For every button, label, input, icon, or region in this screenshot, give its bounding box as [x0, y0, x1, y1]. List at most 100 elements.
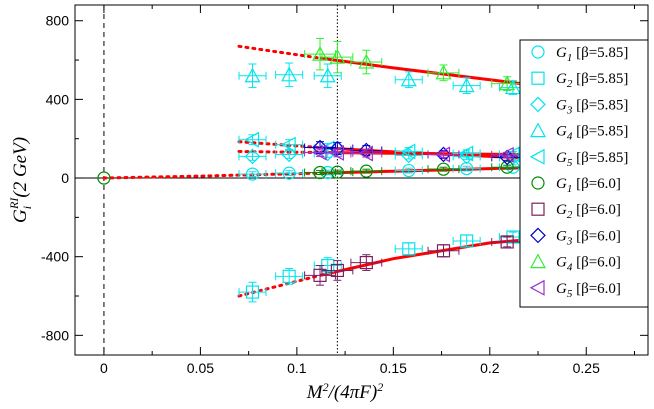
data-points [97, 37, 576, 303]
x-tick-label: 0.1 [287, 360, 307, 376]
data-point [329, 48, 346, 64]
legend-beta: [β=6.0] [572, 228, 621, 244]
data-point [245, 285, 260, 299]
data-point [244, 148, 261, 165]
plot-area [74, 4, 649, 356]
series-g4-5-85- [238, 62, 527, 95]
x-tick-label: 0.05 [187, 360, 214, 376]
legend-label: G5 [β=6.0] [556, 281, 621, 300]
legend-beta: [β=5.85] [572, 97, 628, 113]
data-point [319, 67, 336, 83]
data-point [458, 77, 475, 93]
data-point [330, 263, 344, 278]
legend-beta: [β=5.85] [572, 150, 628, 166]
legend-marker [529, 279, 545, 296]
data-point [281, 66, 298, 82]
x-axis-title: M2/(4πF)2 [306, 380, 383, 403]
data-point [499, 75, 516, 91]
data-point [244, 131, 260, 148]
legend-marker [529, 253, 547, 269]
y-axis-title: GiRI(2 GeV) [7, 137, 34, 223]
x-tick-label: 0 [100, 360, 108, 376]
legend-label: G3 [β=5.85] [556, 97, 628, 116]
data-point [359, 255, 373, 270]
legend-g: G [556, 281, 567, 297]
legend: G1 [β=5.85]G2 [β=5.85]G3 [β=5.85]G4 [β=5… [519, 39, 649, 308]
legend-beta: [β=5.85] [572, 124, 628, 140]
legend-beta: [β=6.0] [572, 281, 621, 297]
fit-line-extrapolation [237, 273, 322, 298]
data-point [313, 268, 327, 282]
legend-beta: [β=5.85] [572, 71, 628, 87]
legend-g: G [556, 124, 567, 140]
legend-marker [529, 148, 545, 165]
x-title-part: M [306, 382, 324, 403]
data-point [460, 234, 474, 248]
legend-sub: 2 [567, 209, 573, 221]
x-tick-label: 0.2 [480, 360, 500, 376]
legend-marker [530, 96, 546, 113]
legend-marker [531, 45, 545, 59]
y-tick-label: -800 [41, 327, 69, 343]
data-point [280, 136, 296, 153]
data-point [400, 71, 417, 87]
x-title-sup: 2 [323, 380, 329, 394]
legend-label: G4 [β=6.0] [556, 255, 621, 274]
legend-sub: 4 [567, 131, 573, 143]
data-point [400, 143, 416, 160]
y-tick-label: 0 [61, 170, 69, 186]
legend-g: G [556, 228, 567, 244]
x-axis: 0 0.05 0.1 0.15 0.2 0.25 [100, 5, 635, 376]
x-tick-label: 0.15 [380, 360, 407, 376]
legend-g: G [556, 255, 567, 271]
data-point [329, 144, 344, 161]
data-point [402, 242, 416, 256]
y-tick-label: 400 [46, 91, 70, 107]
data-point [244, 67, 261, 83]
legend-marker [529, 122, 547, 138]
legend-sub: 3 [566, 104, 573, 116]
data-point [330, 165, 344, 179]
legend-beta: [β=6.0] [572, 255, 621, 271]
data-point [245, 167, 260, 181]
legend-label: G1 [β=6.0] [556, 176, 621, 195]
legend-sub: 4 [567, 262, 573, 274]
data-point [458, 145, 474, 162]
fit-line-extrapolation [237, 150, 322, 154]
legend-sub: 5 [567, 288, 573, 300]
fit-line-extrapolation [102, 171, 322, 180]
data-point [359, 164, 373, 178]
data-point [282, 166, 296, 180]
x-tick-label: 0.25 [573, 360, 600, 376]
series-g2-5-85- [238, 230, 527, 303]
y-title-sup: RI [7, 197, 21, 210]
legend-marker [530, 227, 546, 244]
legend-beta: [β=6.0] [572, 202, 621, 218]
data-point [498, 146, 514, 163]
legend-beta: [β=6.0] [572, 176, 621, 192]
legend-beta: [β=5.85] [572, 45, 628, 61]
y-tick-label: -400 [41, 249, 69, 265]
data-point [504, 79, 521, 95]
data-point [436, 162, 451, 176]
legend-marker [531, 71, 545, 85]
legend-g: G [556, 202, 567, 218]
legend-marker [531, 202, 545, 216]
data-point [436, 244, 451, 258]
data-point [358, 145, 373, 162]
legend-label: G4 [β=5.85] [556, 124, 628, 143]
y-tick-label: 800 [46, 13, 70, 29]
legend-sub: 3 [566, 235, 573, 247]
legend-label: G1 [β=5.85] [556, 45, 628, 64]
data-point [402, 163, 416, 178]
data-point [500, 235, 514, 249]
data-point [282, 269, 296, 283]
y-title-part: G [10, 209, 31, 223]
data-point [435, 64, 452, 80]
legend-box [519, 39, 649, 308]
y-title-part: (2 GeV) [10, 137, 31, 198]
legend-g: G [556, 176, 567, 192]
legend-g: G [556, 150, 567, 166]
x-title-sup: 2 [377, 380, 383, 394]
